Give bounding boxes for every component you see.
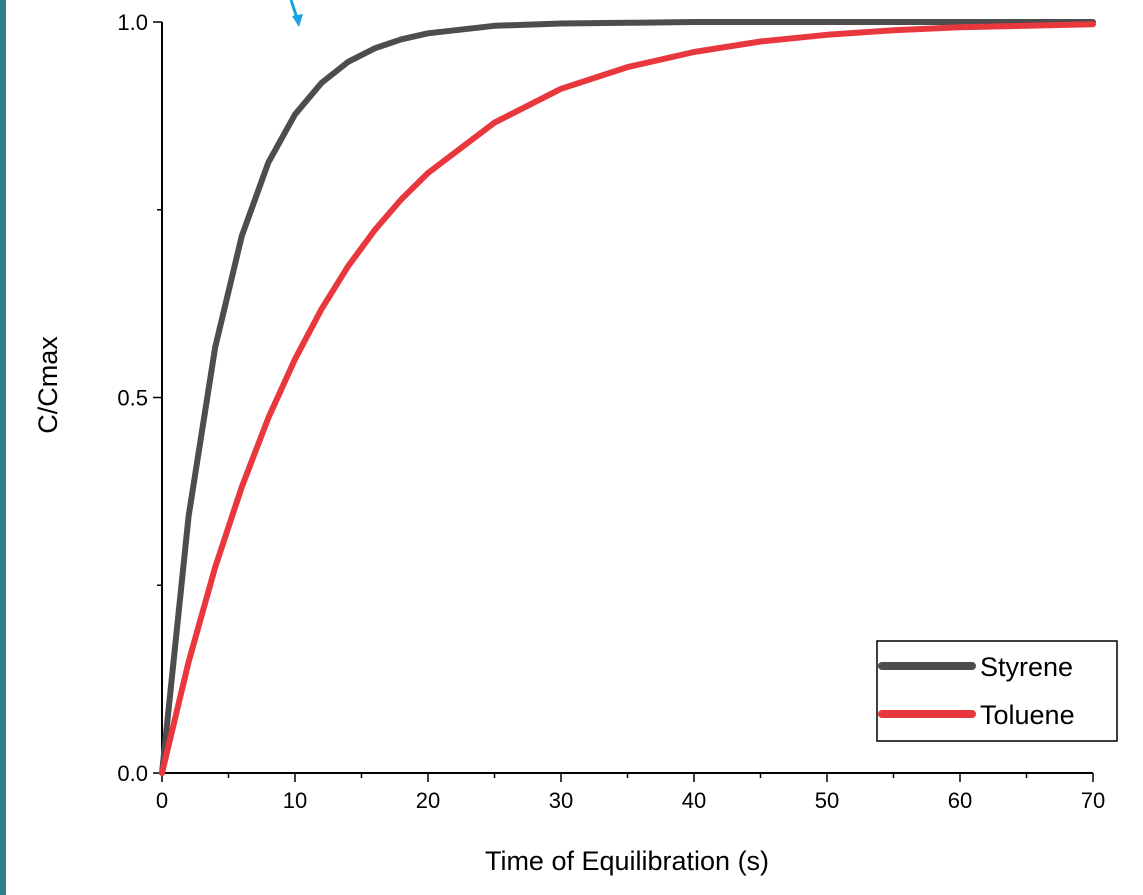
- arrow-annotation-icon: [289, 0, 303, 27]
- x-tick-label: 40: [682, 788, 706, 813]
- x-tick-label: 10: [283, 788, 307, 813]
- series-line-toluene: [159, 21, 1096, 776]
- y-tick-label: 0.5: [117, 386, 148, 411]
- series-line-styrene: [159, 19, 1096, 776]
- legend: Styrene Toluene: [876, 640, 1118, 742]
- x-tick-label: 30: [549, 788, 573, 813]
- x-axis-ticks: 0 10 20 30 40 50 60 70: [156, 773, 1105, 813]
- legend-label-styrene: Styrene: [980, 652, 1073, 682]
- x-axis-title: Time of Equilibration (s): [485, 846, 769, 876]
- x-tick-label: 50: [815, 788, 839, 813]
- x-tick-label: 70: [1081, 788, 1105, 813]
- x-tick-label: 60: [948, 788, 972, 813]
- x-tick-label: 20: [416, 788, 440, 813]
- y-tick-label: 1.0: [117, 10, 148, 35]
- y-axis-title: C/Cmax: [33, 336, 63, 434]
- legend-label-toluene: Toluene: [980, 700, 1075, 730]
- left-edge-strip: [0, 0, 6, 895]
- y-axis-ticks: 0.0 0.5 1.0: [117, 10, 162, 786]
- series-lines: [159, 19, 1096, 776]
- y-tick-label: 0.0: [117, 761, 148, 786]
- legend-box: [876, 640, 1118, 742]
- x-tick-label: 0: [156, 788, 168, 813]
